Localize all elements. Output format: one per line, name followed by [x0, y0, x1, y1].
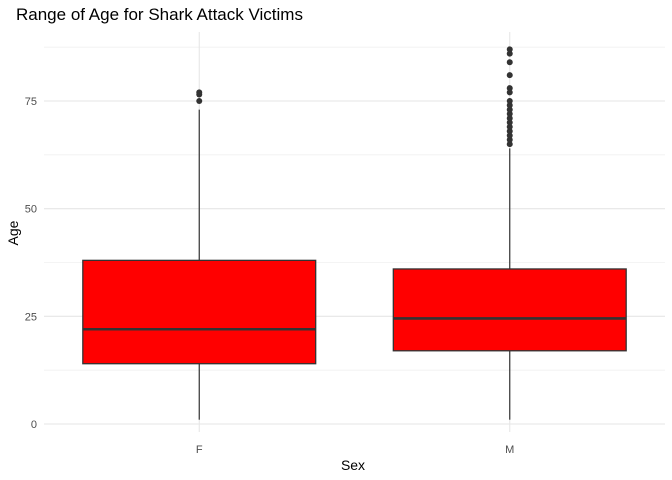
outlier-point [506, 110, 513, 117]
outlier-point [196, 89, 203, 96]
outlier-point [196, 98, 203, 104]
box-group-F [82, 89, 317, 420]
x-axis-label: Sex [341, 457, 365, 473]
y-tick-label: 75 [25, 96, 37, 108]
box-group-M [392, 46, 627, 420]
outlier-point [506, 72, 513, 79]
outlier-point [506, 128, 513, 135]
box-iqr [392, 268, 627, 352]
outlier-point [506, 123, 513, 130]
outlier-point [506, 85, 513, 92]
outlier-point [506, 106, 513, 113]
y-tick-label: 25 [25, 311, 37, 323]
outlier-point [506, 115, 513, 122]
x-tick-label: M [505, 444, 514, 456]
outlier-point [506, 102, 513, 109]
y-tick-label: 50 [25, 204, 37, 216]
outlier-point [506, 89, 513, 96]
outlier-point [506, 119, 513, 126]
outlier-point [506, 141, 513, 148]
chart-title: Range of Age for Shark Attack Victims [16, 5, 303, 24]
y-tick-label: 0 [31, 419, 37, 431]
boxes [82, 46, 627, 420]
outlier-point [506, 50, 513, 57]
outlier-point [506, 132, 513, 139]
outlier-point [506, 98, 513, 104]
outlier-point [506, 136, 513, 143]
x-tick-label: F [196, 444, 203, 456]
outlier-point [506, 59, 513, 66]
box-iqr [82, 259, 317, 365]
outlier-point [506, 46, 513, 53]
grid [44, 32, 665, 432]
tick-labels: 0 25 50 75 F M [25, 96, 515, 456]
y-axis-label: Age [5, 220, 21, 245]
